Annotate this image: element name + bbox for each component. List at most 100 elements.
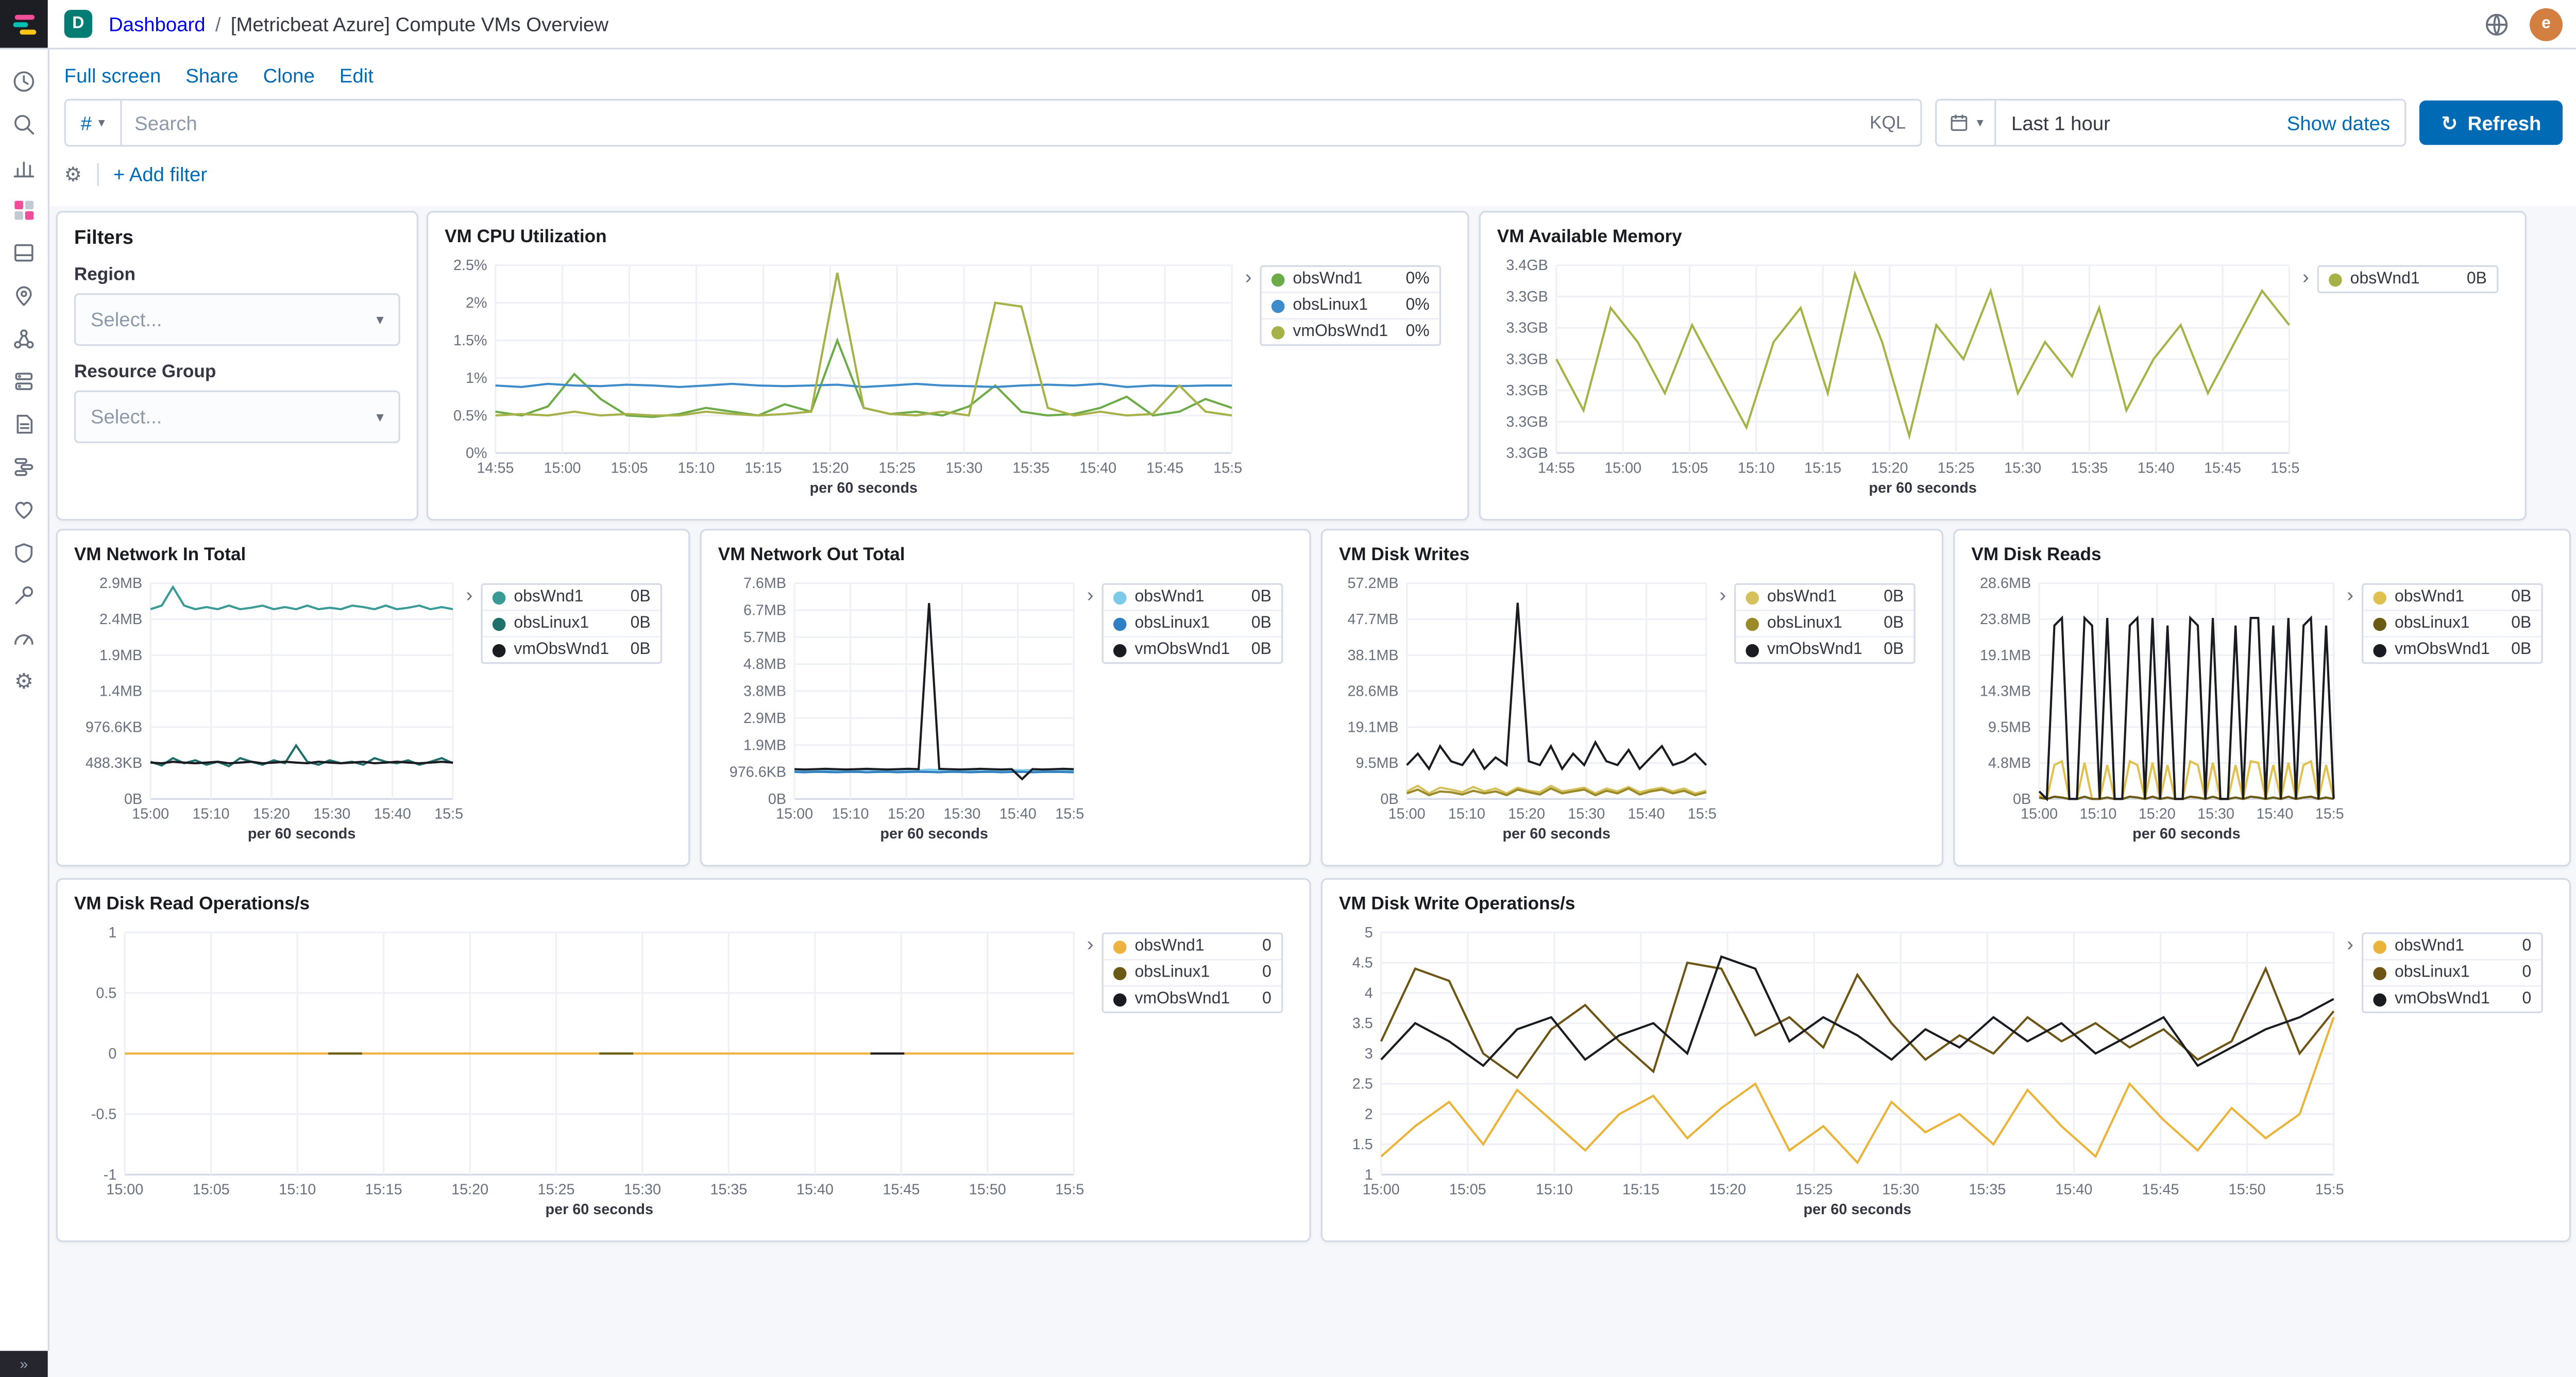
- sidebar-item-stack-monitoring[interactable]: [11, 626, 37, 651]
- panel-title: VM Disk Write Operations/s: [1338, 894, 1575, 915]
- legend-item[interactable]: obsWnd1 0B: [2319, 267, 2497, 292]
- region-select[interactable]: Select... ▾: [74, 293, 400, 346]
- sidebar-item-dev-tools[interactable]: [11, 583, 37, 608]
- legend-toggle-icon[interactable]: ›: [1245, 265, 1252, 289]
- legend-item[interactable]: obsLinux1 0B: [1103, 609, 1282, 636]
- legend-toggle-icon[interactable]: ›: [2347, 932, 2354, 956]
- calendar-icon: [1951, 114, 1968, 131]
- edit-button[interactable]: Edit: [339, 63, 374, 87]
- refresh-icon: ↻: [2441, 111, 2458, 135]
- filter-options-icon[interactable]: ⚙: [64, 163, 82, 187]
- legend-item[interactable]: obsLinux1 0B: [1736, 609, 1914, 636]
- share-button[interactable]: Share: [185, 63, 239, 87]
- sidebar-item-siem[interactable]: [11, 541, 37, 565]
- svg-text:15:50: 15:50: [434, 806, 463, 822]
- logs-icon: [16, 414, 33, 434]
- date-picker-menu-button[interactable]: ▾: [1937, 100, 1997, 145]
- legend-item[interactable]: obsLinux1 0B: [482, 609, 660, 636]
- full-screen-button[interactable]: Full screen: [64, 63, 161, 87]
- legend-value: 0B: [1884, 614, 1904, 633]
- svg-text:38.1MB: 38.1MB: [1347, 647, 1398, 664]
- svg-text:1.5%: 1.5%: [453, 332, 487, 349]
- legend-item[interactable]: obsWnd1 0: [1104, 934, 1281, 959]
- show-dates-button[interactable]: Show dates: [2286, 111, 2391, 135]
- legend-color-dot: [2373, 992, 2386, 1006]
- add-filter-button[interactable]: + Add filter: [113, 163, 208, 187]
- legend-item[interactable]: obsLinux1 0B: [2363, 609, 2541, 636]
- legend: obsWnd1 0 obsLinux1 0 vmObsWnd1 0: [1101, 932, 1283, 1013]
- legend-item[interactable]: obsWnd1 0B: [483, 585, 660, 610]
- legend-toggle-icon[interactable]: ›: [1087, 583, 1094, 607]
- legend-toggle-icon[interactable]: ›: [2347, 583, 2354, 607]
- search-input[interactable]: [121, 111, 1855, 135]
- kql-toggle[interactable]: KQL: [1869, 112, 1906, 133]
- legend-item[interactable]: vmObsWnd1 0: [1103, 985, 1282, 1012]
- sidebar-item-visualize[interactable]: [11, 155, 37, 179]
- svg-text:15:40: 15:40: [2138, 460, 2175, 476]
- svg-text:1.9MB: 1.9MB: [743, 737, 786, 753]
- sidebar-item-management[interactable]: ⚙: [11, 669, 37, 694]
- panel-vm-network-out-total: VM Network Out Total 7.6MB 6.7MB 5.7MB 4.8M…: [700, 529, 1311, 867]
- legend-toggle-icon[interactable]: ›: [1719, 583, 1726, 607]
- legend-toggle-icon[interactable]: ›: [466, 583, 473, 607]
- space-badge[interactable]: D: [64, 10, 93, 38]
- legend-item[interactable]: vmObsWnd1 0: [2363, 985, 2541, 1012]
- panel-title: VM Disk Reads: [1971, 545, 2102, 565]
- svg-text:15:35: 15:35: [1012, 460, 1049, 476]
- sidebar-item-dashboard[interactable]: [11, 198, 37, 223]
- legend-item[interactable]: vmObsWnd1 0B: [1103, 635, 1282, 662]
- sidebar-item-uptime[interactable]: [11, 497, 37, 522]
- sidebar-item-discover[interactable]: [11, 112, 37, 137]
- legend-item[interactable]: obsWnd1 0%: [1262, 267, 1439, 292]
- legend-item[interactable]: vmObsWnd1 0%: [1261, 317, 1439, 344]
- legend-item[interactable]: obsLinux1 0: [2363, 959, 2541, 985]
- resource-group-select[interactable]: Select... ▾: [74, 390, 400, 443]
- time-range-label[interactable]: Last 1 hour: [2011, 111, 2110, 135]
- sidebar-item-metrics[interactable]: [11, 369, 37, 394]
- sidebar-item-apm[interactable]: [11, 455, 37, 479]
- refresh-button[interactable]: ↻ Refresh: [2419, 100, 2563, 145]
- panel-title: VM CPU Utilization: [445, 227, 607, 247]
- legend-item[interactable]: obsWnd1 0B: [1104, 585, 1281, 610]
- legend-item[interactable]: obsWnd1 0B: [2363, 585, 2541, 610]
- sidebar-item-logs[interactable]: [11, 412, 37, 436]
- collapse-menu-button[interactable]: »: [0, 1351, 48, 1377]
- panel-title: VM Disk Read Operations/s: [74, 894, 310, 915]
- sidebar-item-maps[interactable]: [11, 283, 37, 308]
- legend-toggle-icon[interactable]: ›: [1087, 932, 1094, 956]
- legend-item[interactable]: vmObsWnd1 0B: [482, 635, 660, 662]
- legend-toggle-icon[interactable]: ›: [2302, 265, 2309, 289]
- siem-icon: [15, 543, 33, 563]
- legend-label: obsWnd1: [1293, 270, 1363, 289]
- dashboard-grid: Filters Region Select... ▾ Resource Grou…: [47, 206, 2576, 1377]
- sidebar-item-machine-learning[interactable]: [11, 326, 37, 351]
- legend-label: obsWnd1: [514, 588, 584, 607]
- legend-value: 0B: [1251, 588, 1272, 607]
- legend-color-dot: [2373, 617, 2386, 630]
- saved-query-menu-button[interactable]: # ▾: [66, 100, 122, 145]
- avatar[interactable]: e: [2530, 7, 2563, 41]
- svg-text:2: 2: [1365, 1106, 1373, 1122]
- legend-value: 0B: [1251, 614, 1272, 633]
- svg-text:15:20: 15:20: [2139, 806, 2176, 822]
- dashboard-toolbar: Full screen Share Clone Edit: [48, 48, 2576, 96]
- svg-text:2.4MB: 2.4MB: [99, 611, 142, 628]
- breadcrumb-dashboard-link[interactable]: Dashboard: [108, 12, 206, 36]
- legend-item[interactable]: vmObsWnd1 0B: [2363, 635, 2541, 662]
- elastic-logo-tile[interactable]: [0, 0, 48, 48]
- sidebar-item-recently-viewed[interactable]: [11, 69, 37, 94]
- help-globe-icon[interactable]: [2484, 11, 2510, 37]
- legend-item[interactable]: obsLinux1 0%: [1261, 291, 1439, 318]
- page-title: [Metricbeat Azure] Compute VMs Overview: [230, 12, 609, 36]
- sidebar-item-canvas[interactable]: [11, 241, 37, 265]
- svg-text:19.1MB: 19.1MB: [1980, 647, 2031, 664]
- svg-text:15:05: 15:05: [1671, 460, 1708, 476]
- legend-item[interactable]: obsLinux1 0: [1103, 959, 1282, 985]
- svg-text:3.8MB: 3.8MB: [743, 683, 786, 700]
- legend-item[interactable]: obsWnd1 0: [2363, 934, 2541, 959]
- legend-item[interactable]: vmObsWnd1 0B: [1736, 635, 1914, 662]
- svg-text:2.9MB: 2.9MB: [99, 575, 142, 592]
- clone-button[interactable]: Clone: [263, 63, 315, 87]
- svg-text:0B: 0B: [1380, 791, 1398, 808]
- legend-item[interactable]: obsWnd1 0B: [1736, 585, 1913, 610]
